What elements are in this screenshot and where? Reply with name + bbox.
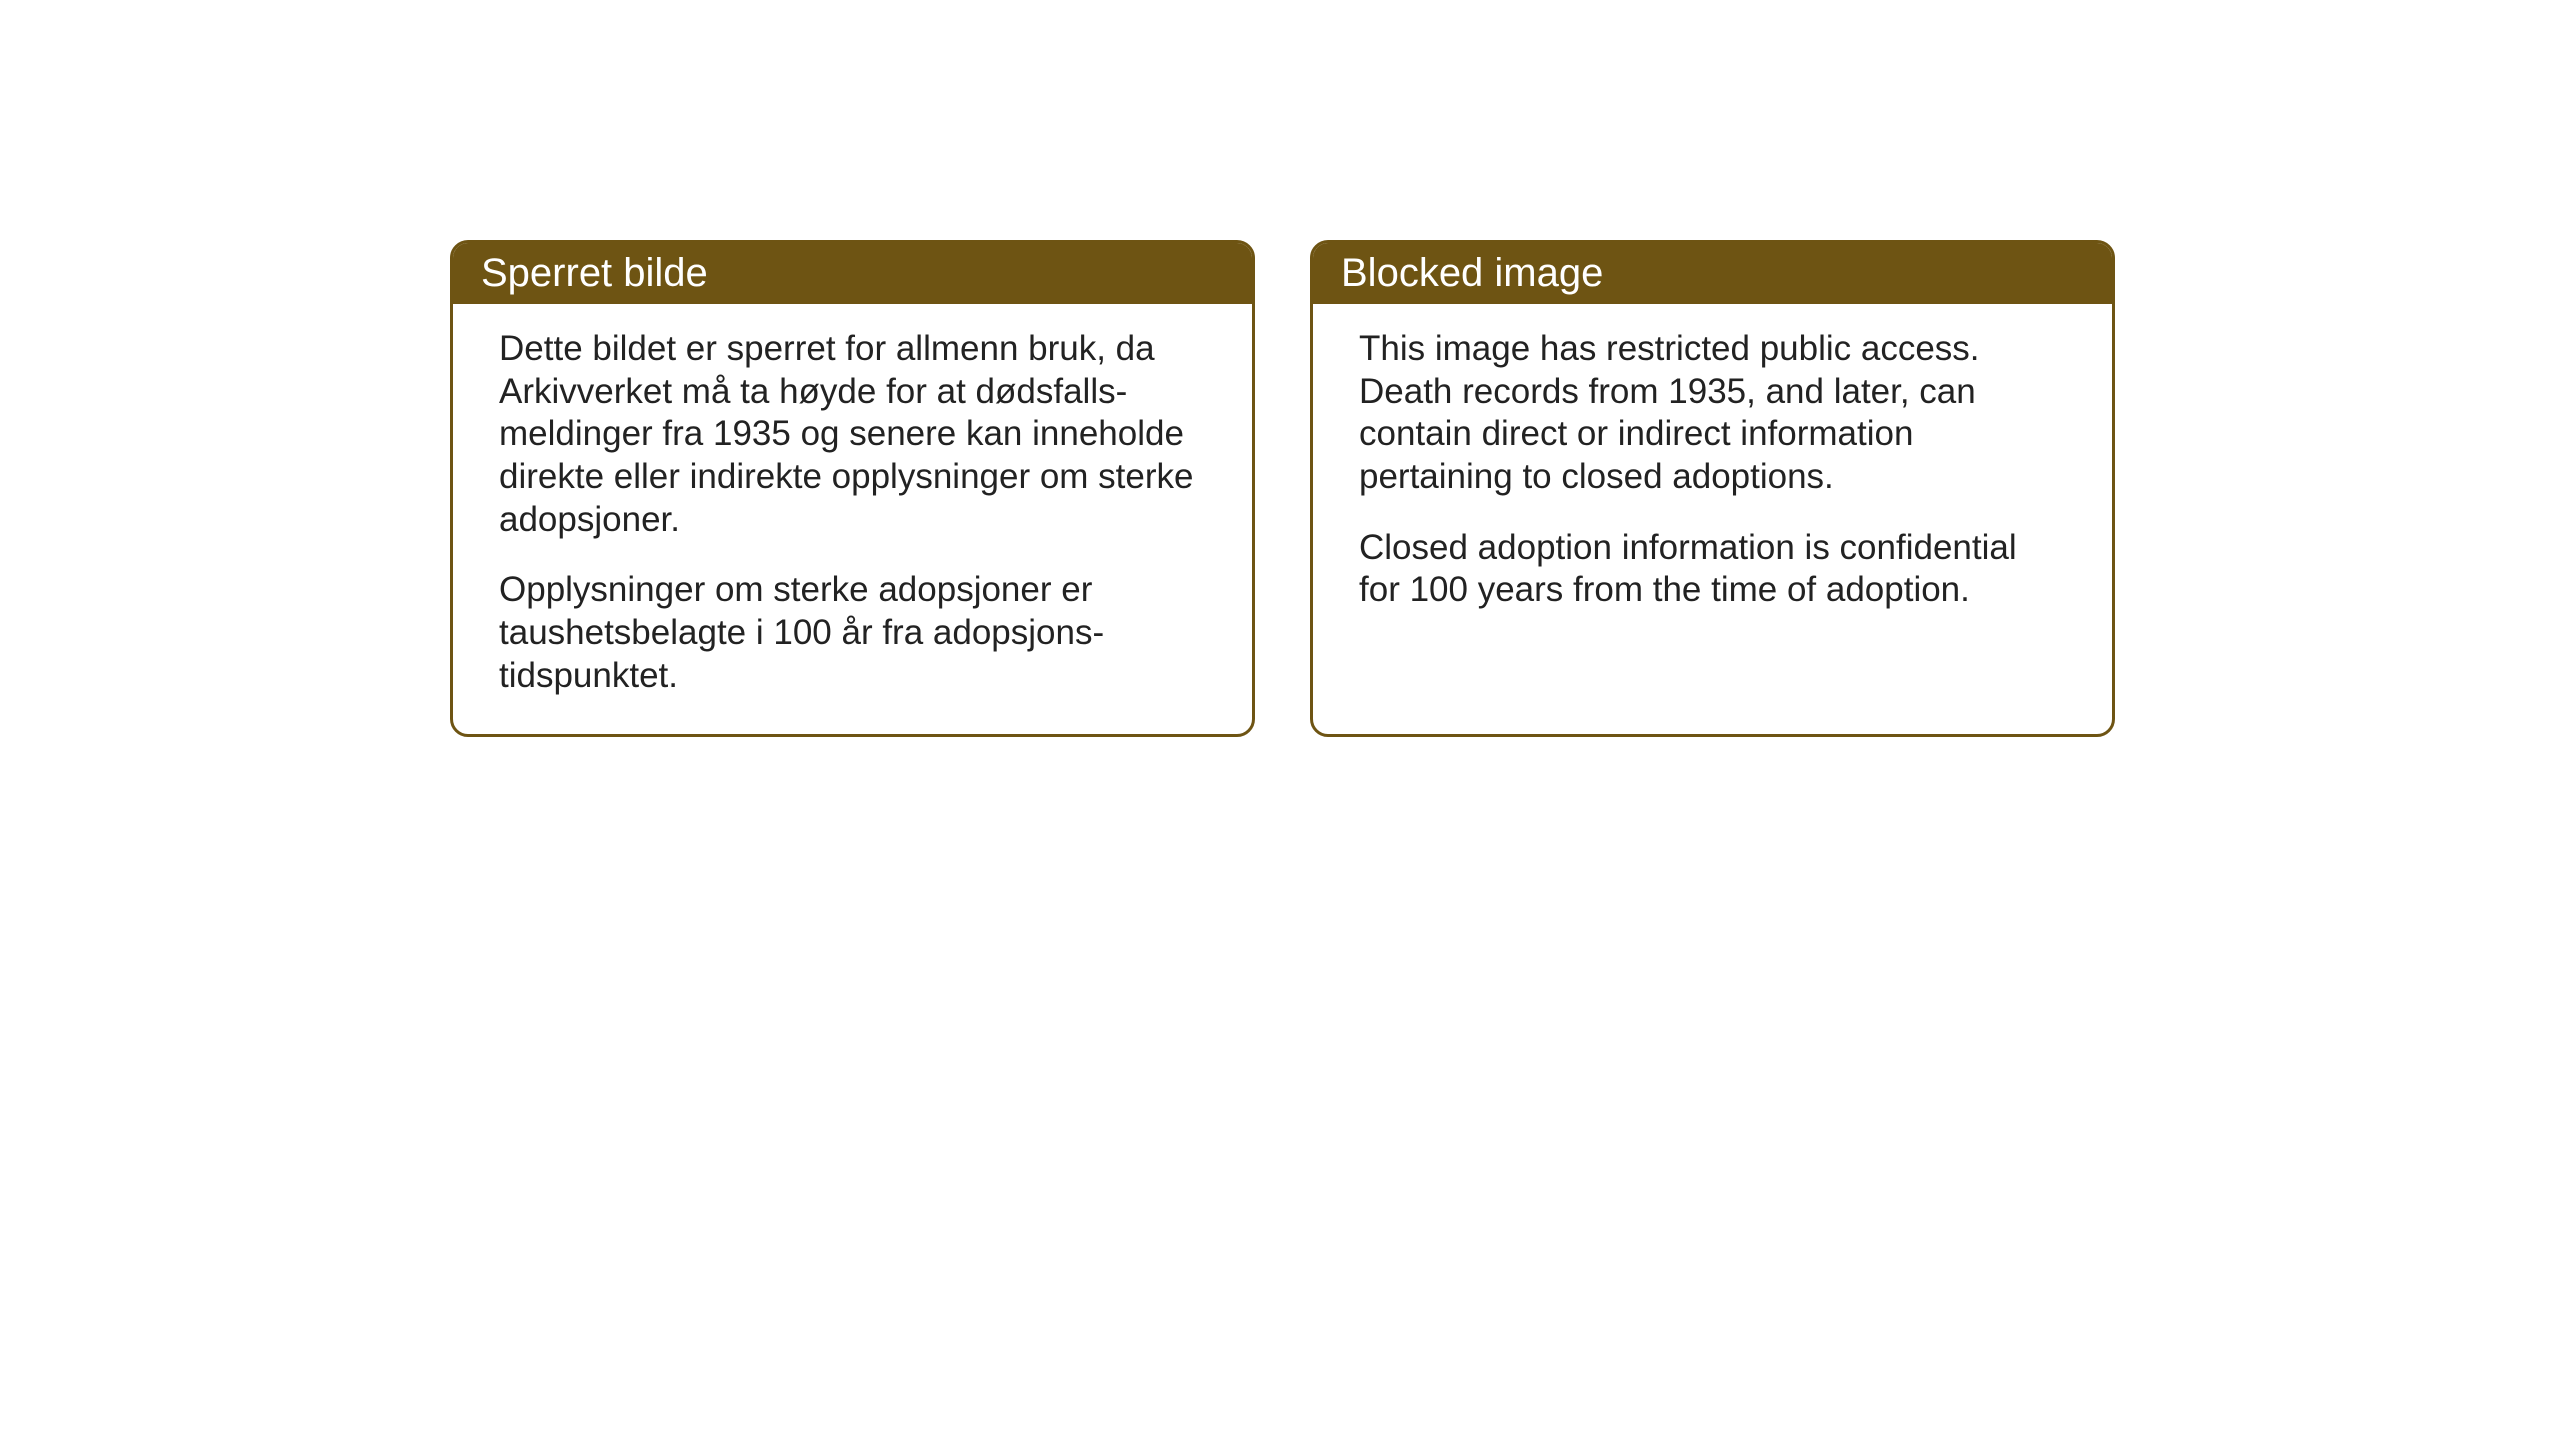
card-paragraph-1-english: This image has restricted public access.… [1359, 328, 2066, 499]
card-title-english: Blocked image [1341, 251, 1603, 295]
card-body-norwegian: Dette bildet er sperret for allmenn bruk… [453, 304, 1252, 734]
card-title-norwegian: Sperret bilde [481, 251, 708, 295]
card-paragraph-1-norwegian: Dette bildet er sperret for allmenn bruk… [499, 328, 1206, 541]
notice-cards-container: Sperret bilde Dette bildet er sperret fo… [450, 240, 2115, 737]
blocked-image-card-norwegian: Sperret bilde Dette bildet er sperret fo… [450, 240, 1255, 737]
card-paragraph-2-norwegian: Opplysninger om sterke adopsjoner er tau… [499, 569, 1206, 697]
card-paragraph-2-english: Closed adoption information is confident… [1359, 527, 2066, 612]
card-header-norwegian: Sperret bilde [453, 243, 1252, 304]
card-header-english: Blocked image [1313, 243, 2112, 304]
blocked-image-card-english: Blocked image This image has restricted … [1310, 240, 2115, 737]
card-body-english: This image has restricted public access.… [1313, 304, 2112, 648]
